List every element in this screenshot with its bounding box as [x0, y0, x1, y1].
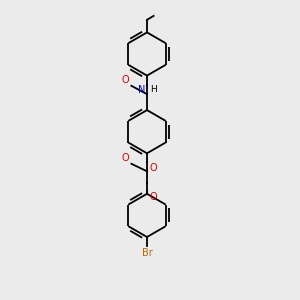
- Text: N: N: [138, 85, 146, 95]
- Text: O: O: [149, 192, 157, 202]
- Text: O: O: [122, 75, 129, 85]
- Text: H: H: [150, 85, 157, 94]
- Text: O: O: [149, 163, 157, 172]
- Text: Br: Br: [142, 248, 152, 257]
- Text: O: O: [122, 153, 129, 163]
